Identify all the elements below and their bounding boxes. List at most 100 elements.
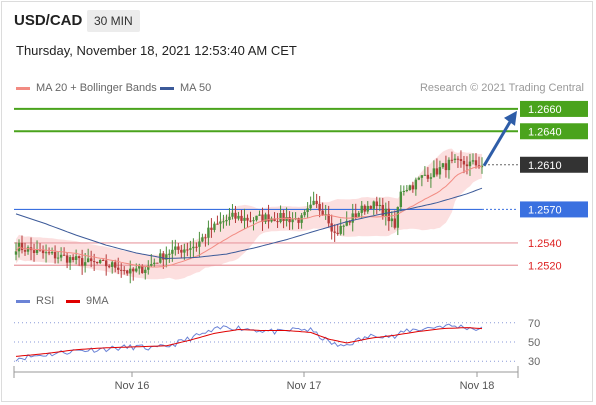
candle-body	[378, 204, 381, 207]
candle-body	[225, 219, 228, 222]
candle-body	[354, 213, 357, 218]
candle-body	[396, 207, 400, 228]
candle-body	[104, 260, 108, 267]
candle-body	[204, 237, 207, 239]
candle-body	[59, 254, 63, 258]
candle-body	[435, 168, 439, 175]
candle-body	[210, 227, 213, 230]
bollinger-band	[16, 148, 482, 280]
candle-body	[144, 269, 147, 274]
candle-body	[192, 246, 195, 249]
candle-body	[462, 160, 466, 165]
candle-body	[38, 249, 42, 251]
candle-body	[111, 262, 114, 267]
candle-body	[159, 253, 162, 263]
candle-body	[471, 160, 475, 162]
candle-body	[101, 259, 105, 261]
level-label-1.2520: 1.2520	[528, 260, 562, 272]
candle-body	[32, 250, 36, 254]
candle-body	[198, 241, 201, 247]
candle-body	[147, 265, 150, 270]
candle-body	[405, 190, 409, 192]
candle-body	[474, 160, 478, 166]
datetime-label: Thursday, November 18, 2021 12:53:40 AM …	[16, 43, 297, 58]
level-tag-bg	[520, 156, 588, 173]
candle-body	[74, 256, 78, 260]
candle-body	[135, 268, 138, 272]
candle-body	[375, 201, 378, 207]
candle-body	[86, 258, 90, 263]
level-label-1.2660: 1.2660	[528, 104, 562, 116]
legend-swatch	[16, 299, 30, 303]
candle-body	[98, 259, 102, 263]
candle-body	[23, 250, 27, 252]
candle-body	[171, 249, 174, 254]
candle-body	[219, 221, 222, 224]
candle-body	[267, 214, 270, 222]
candle-body	[441, 163, 445, 168]
candle-body	[117, 267, 120, 270]
rsi-ma9-line	[15, 327, 483, 357]
candle-body	[252, 220, 255, 222]
candle-body	[348, 220, 351, 223]
candle-body	[177, 246, 180, 250]
candle-body	[95, 261, 99, 263]
candle-body	[47, 252, 51, 254]
candle-body	[411, 185, 415, 190]
candle-body	[264, 214, 267, 222]
candle-body	[321, 210, 324, 215]
candle-body	[270, 218, 273, 222]
candle-body	[399, 191, 403, 208]
legend-swatch	[16, 86, 30, 90]
candle-body	[129, 268, 132, 274]
legend-9ma: 9MA	[66, 295, 109, 307]
rsi-tick-label: 50	[528, 337, 540, 349]
candles	[14, 150, 484, 284]
candle-body	[207, 227, 210, 238]
timeframe-badge[interactable]: 30 MIN	[87, 10, 140, 32]
candle-body	[68, 257, 72, 263]
candle-body	[165, 254, 168, 260]
candle-body	[438, 167, 442, 175]
candle-body	[276, 221, 279, 223]
candle-body	[393, 218, 397, 228]
candle-body	[180, 249, 183, 253]
candle-body	[342, 225, 345, 227]
candle-body	[50, 252, 54, 254]
candle-body	[258, 214, 261, 216]
candle-body	[423, 174, 427, 176]
candle-body	[162, 253, 165, 260]
candle-body	[453, 158, 457, 161]
candle-body	[89, 258, 93, 262]
candle-body	[402, 190, 406, 192]
candle-body	[327, 214, 330, 224]
research-credit: Research © 2021 Trading Central	[419, 82, 584, 94]
candle-body	[138, 265, 141, 269]
candle-body	[243, 217, 246, 221]
candle-body	[246, 217, 249, 221]
candle-body	[282, 212, 285, 221]
candle-body	[53, 252, 57, 259]
candle-body	[357, 212, 360, 218]
candle-body	[14, 251, 18, 255]
level-tag-bg	[520, 100, 588, 117]
candle-body	[387, 208, 390, 222]
candle-body	[297, 218, 300, 223]
candle-body	[273, 218, 276, 222]
candle-body	[318, 204, 321, 211]
level-label-1.2640: 1.2640	[528, 126, 562, 138]
legend-label: RSI	[36, 295, 55, 307]
legend-ma50: MA 50	[160, 82, 211, 94]
candle-body	[83, 262, 87, 266]
level-labels: 1.2660 1.2640 1.2610 1.2570 1.2540 1.2520	[520, 100, 588, 272]
candle-body	[420, 175, 424, 178]
candle-body	[189, 248, 192, 250]
candle-body	[390, 218, 394, 222]
ma20-line	[15, 165, 483, 268]
candle-body	[339, 225, 342, 234]
candle-body	[153, 262, 156, 265]
level-label-1.2540: 1.2540	[528, 238, 562, 250]
level-label-1.2570: 1.2570	[528, 204, 562, 216]
candle-body	[123, 270, 126, 272]
